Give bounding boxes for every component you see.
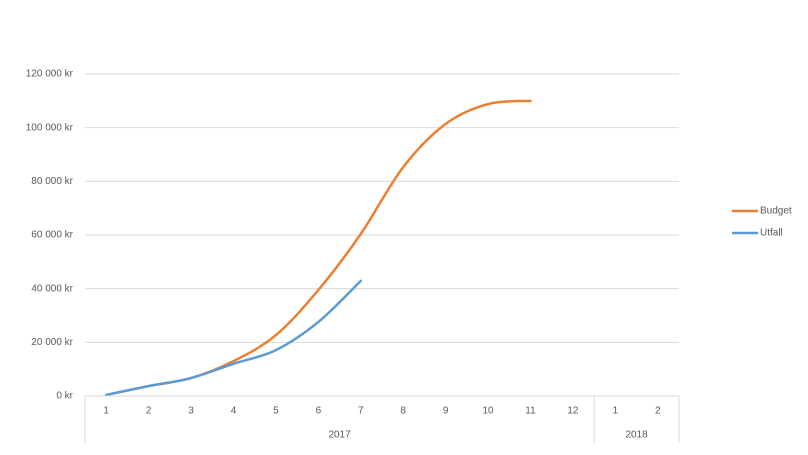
- x-tick-label: 10: [483, 406, 495, 417]
- legend-label: Utfall: [760, 228, 783, 239]
- x-tick-label: 1: [103, 406, 109, 417]
- y-tick-label: 60 000 kr: [31, 230, 73, 241]
- y-tick-label: 0 kr: [56, 391, 73, 402]
- x-tick-label: 9: [443, 406, 449, 417]
- x-tick-label: 2: [146, 406, 152, 417]
- y-tick-label: 80 000 kr: [31, 176, 73, 187]
- legend-label: Budget: [760, 206, 792, 217]
- series-line: [104, 99, 532, 397]
- x-tick-label: 1: [613, 406, 619, 417]
- y-tick-label: 100 000 kr: [26, 122, 74, 133]
- x-group-label: 2017: [328, 430, 351, 441]
- x-tick-label: 7: [358, 406, 364, 417]
- y-tick-label: 20 000 kr: [31, 337, 73, 348]
- x-tick-label: 3: [188, 406, 194, 417]
- x-tick-label: 6: [316, 406, 322, 417]
- x-tick-label: 8: [400, 406, 406, 417]
- y-tick-label: 120 000 kr: [26, 69, 74, 80]
- x-tick-label: 11: [525, 406, 536, 417]
- x-group-label: 2018: [625, 430, 648, 441]
- series-line: [104, 279, 363, 397]
- x-tick-label: 2: [655, 406, 661, 417]
- y-tick-label: 40 000 kr: [31, 283, 73, 294]
- x-tick-label: 5: [273, 406, 279, 417]
- x-tick-label: 12: [567, 406, 579, 417]
- x-tick-label: 4: [231, 406, 237, 417]
